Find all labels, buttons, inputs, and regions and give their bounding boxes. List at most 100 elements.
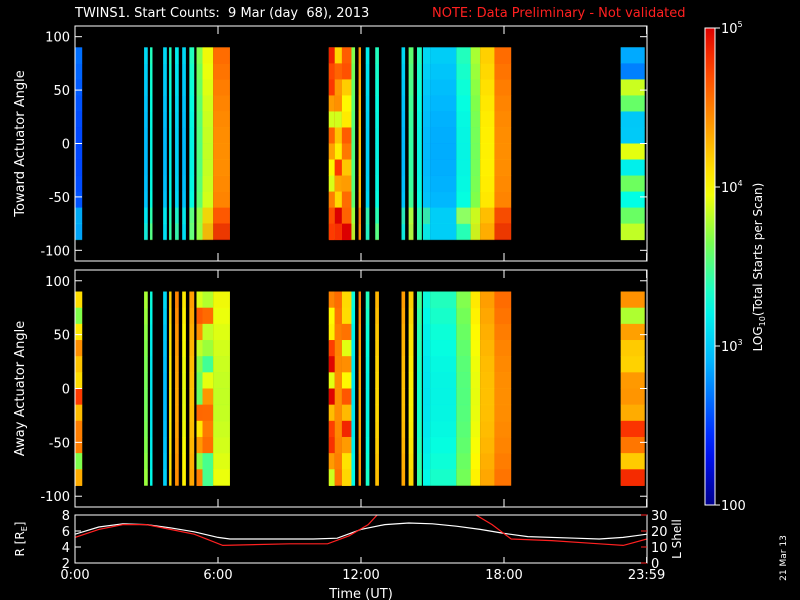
heatmap-cell [365, 388, 370, 406]
heatmap-cell [422, 291, 431, 309]
heatmap-cell [417, 436, 422, 454]
heatmap-cell [182, 323, 186, 341]
heatmap-cell [365, 143, 370, 161]
heatmap-cell [169, 207, 172, 225]
heatmap-cell [202, 340, 214, 357]
heatmap-cell [375, 469, 379, 486]
heatmap-cell [430, 159, 457, 177]
heatmap-cell [494, 95, 512, 112]
heatmap-cell [182, 291, 186, 309]
heatmap-cell [196, 47, 203, 64]
heatmap-band [430, 291, 457, 486]
heatmap-cell [365, 223, 370, 241]
heatmap-cell [430, 127, 457, 144]
heatmap-cell [375, 453, 379, 470]
y2-tick-label: 10 [651, 541, 668, 556]
heatmap-cell [494, 469, 512, 486]
heatmap-cell [169, 175, 172, 193]
heatmap-cell [456, 388, 471, 406]
heatmap-band [365, 47, 370, 241]
heatmap-cell [213, 388, 230, 406]
heatmap-cell [328, 79, 335, 96]
heatmap-cell [365, 436, 370, 454]
heatmap-cell [422, 79, 431, 96]
x-tick-label: 23:59 [628, 568, 665, 583]
heatmap-cell [358, 372, 361, 389]
heatmap-cell [213, 127, 230, 144]
heatmap-cell [169, 79, 172, 96]
heatmap-cell [144, 404, 148, 422]
heatmap-cell [456, 436, 471, 454]
heatmap-cell [494, 191, 512, 209]
heatmap-cell [456, 95, 471, 112]
heatmap-cell [75, 307, 83, 325]
heatmap-cell [341, 207, 352, 225]
heatmap-cell [456, 223, 471, 241]
heatmap-cell [196, 111, 203, 128]
heatmap-cell [430, 291, 457, 309]
heatmap-cell [365, 356, 370, 373]
heatmap-cell [358, 191, 361, 209]
heatmap-cell [430, 404, 457, 422]
heatmap-cell [75, 223, 83, 241]
heatmap-cell [375, 356, 379, 373]
y-tick-label: 0 [62, 138, 70, 153]
heatmap-cell [163, 453, 167, 470]
heatmap-cell [430, 388, 457, 406]
heatmap-cell [196, 175, 203, 193]
y-tick-label: -100 [40, 244, 70, 259]
heatmap-cell [401, 111, 406, 128]
colorbar-gradient [704, 27, 716, 506]
heatmap-cell [213, 340, 230, 357]
heatmap-cell [175, 307, 179, 325]
heatmap-cell [358, 388, 361, 406]
heatmap-cell [417, 372, 422, 389]
heatmap-cell [328, 291, 335, 309]
heatmap-cell [365, 175, 370, 193]
heatmap-cell [175, 207, 179, 225]
heatmap-cell [408, 436, 414, 454]
heatmap-cell [351, 307, 356, 325]
heatmap-cell [75, 47, 83, 64]
heatmap-cell [470, 111, 481, 128]
heatmap-cell [163, 356, 167, 373]
heatmap-cell [422, 47, 431, 64]
y-tick-label: 2 [62, 557, 70, 572]
heatmap-cell [351, 420, 356, 438]
heatmap-cell [470, 191, 481, 209]
heatmap-cell [494, 111, 512, 128]
heatmap-cell [75, 356, 83, 373]
heatmap-cell [341, 79, 352, 96]
heatmap-cell [430, 356, 457, 373]
heatmap-cell [408, 47, 414, 64]
heatmap-cell [163, 111, 167, 128]
heatmap-band [408, 47, 414, 241]
heatmap-cell [494, 323, 512, 341]
heatmap-cell [150, 453, 153, 470]
heatmap-cell [480, 323, 495, 341]
heatmap-cell [144, 47, 148, 64]
heatmap-cell [358, 307, 361, 325]
heatmap-cell [169, 453, 172, 470]
heatmap-band [144, 47, 148, 241]
heatmap-cell [334, 291, 342, 309]
heatmap-cell [175, 453, 179, 470]
heatmap-cell [144, 340, 148, 357]
heatmap-cell [163, 63, 167, 80]
heatmap-cell [189, 307, 195, 325]
heatmap-cell [620, 127, 645, 144]
heatmap-cell [430, 191, 457, 209]
heatmap-cell [213, 323, 230, 341]
heatmap-cell [351, 79, 356, 96]
heatmap-cell [334, 453, 342, 470]
x-tick-label: 12:00 [342, 568, 379, 583]
heatmap-cell [202, 63, 214, 80]
heatmap-cell [213, 469, 230, 486]
heatmap-cell [456, 323, 471, 341]
heatmap-band [182, 47, 186, 241]
heatmap-cell [494, 453, 512, 470]
heatmap-cell [494, 223, 512, 241]
heatmap-cell [422, 388, 431, 406]
heatmap-cell [620, 340, 645, 357]
